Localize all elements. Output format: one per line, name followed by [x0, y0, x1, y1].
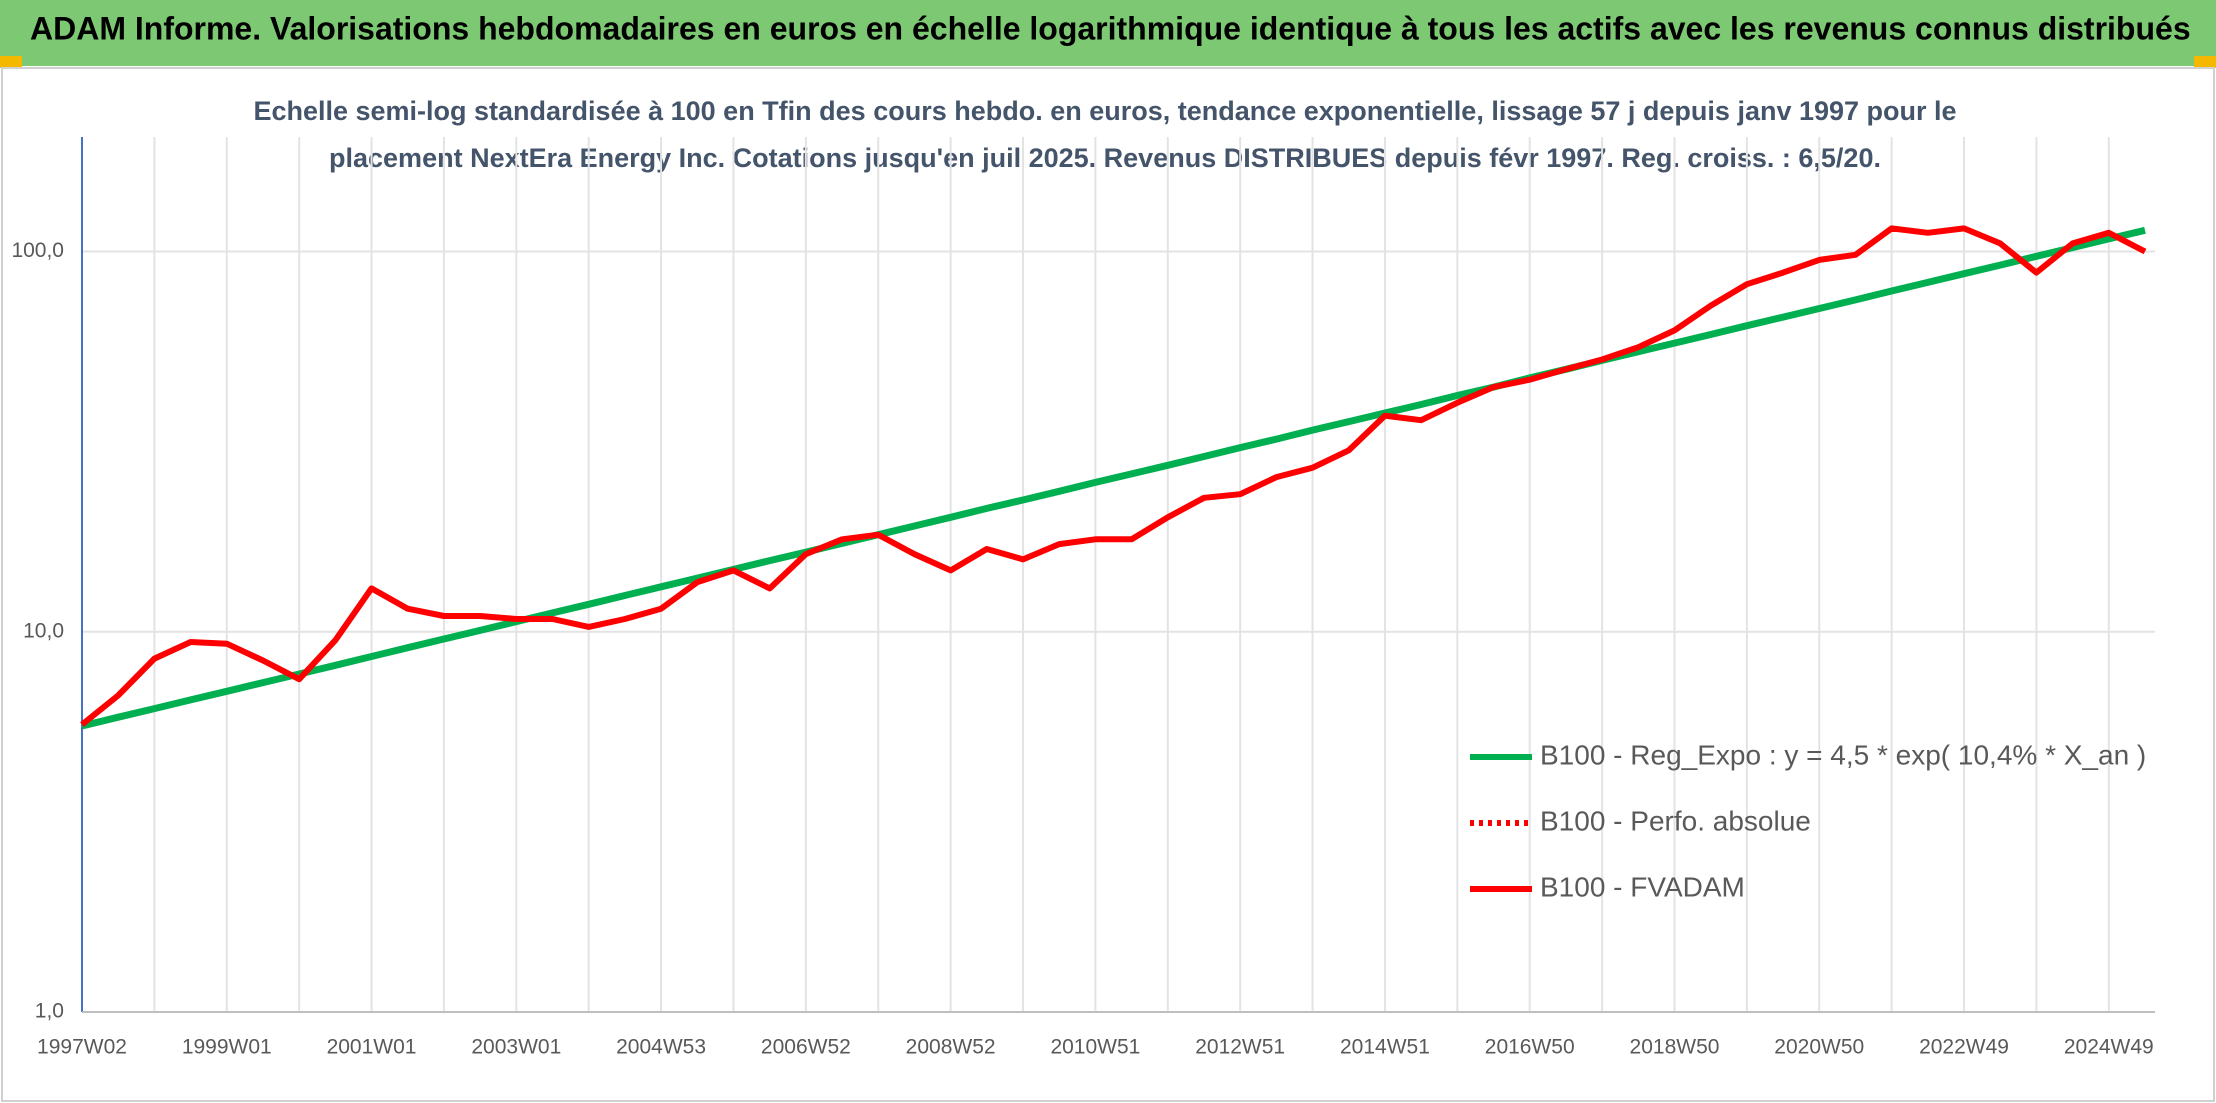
- frame: [1, 67, 2215, 1102]
- x-tick-label: 1999W01: [182, 1036, 272, 1059]
- corner: [0, 56, 22, 68]
- x-tick-label: 2006W52: [761, 1036, 851, 1059]
- corner: [2194, 56, 2216, 68]
- x-tick-label: 2003W01: [471, 1036, 561, 1059]
- data-line: [81, 226, 2146, 730]
- x-tick-label: 2018W50: [1630, 1036, 1720, 1059]
- chart-title: ADAM Informe. Valorisations hebdomadaire…: [30, 10, 2191, 46]
- x-tick-label: 2008W52: [906, 1036, 996, 1059]
- x-tick-label: 1997W02: [37, 1036, 127, 1059]
- legend-label: B100 - FVADAM: [1540, 871, 1745, 902]
- x-tick-label: 2016W50: [1485, 1036, 1575, 1059]
- x-tick-label: 2012W51: [1195, 1036, 1285, 1059]
- y-tick-label: 10,0: [23, 619, 64, 642]
- legend-label: B100 - Perfo. absolue: [1540, 805, 1811, 836]
- legend-label: B100 - Reg_Expo : y = 4,5 * exp( 10,4% *…: [1540, 739, 2146, 770]
- x-tick-label: 2020W50: [1774, 1036, 1864, 1059]
- x-tick-label: 2024W49: [2064, 1036, 2154, 1059]
- x-tick-label: 2014W51: [1340, 1036, 1430, 1059]
- chart-subtitle: placement NextEra Energy Inc. Cotations …: [329, 143, 1881, 173]
- data-line: [80, 225, 2147, 727]
- x-tick-label: 2022W49: [1919, 1036, 2009, 1059]
- title-banner: [0, 0, 2216, 66]
- chart-subtitle: Echelle semi-log standardisée à 100 en T…: [253, 96, 1956, 126]
- y-tick-label: 100,0: [11, 239, 64, 262]
- y-tick-label: 1,0: [35, 1000, 64, 1023]
- x-tick-label: 2010W51: [1050, 1036, 1140, 1059]
- x-tick-label: 2004W53: [616, 1036, 706, 1059]
- x-tick-label: 2001W01: [327, 1036, 417, 1059]
